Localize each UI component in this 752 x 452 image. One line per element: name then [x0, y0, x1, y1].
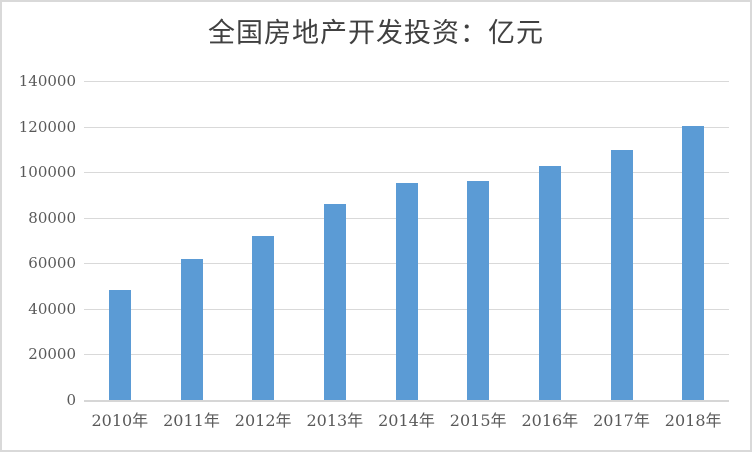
- x-axis-tick-label: 2012年: [234, 411, 292, 430]
- x-axis-tick-label: 2010年: [91, 411, 149, 430]
- y-axis-tick-label: 80000: [28, 208, 76, 227]
- x-axis-tick-label: 2018年: [664, 411, 722, 430]
- x-axis-tick-label: 2013年: [306, 411, 364, 430]
- bar-2015年: [467, 181, 490, 400]
- y-axis-tick-label: 0: [66, 391, 76, 409]
- y-axis-tick-label: 60000: [28, 254, 76, 273]
- bar-2013年: [323, 204, 346, 400]
- bar-2017年: [610, 149, 633, 400]
- plot-area: [84, 81, 729, 402]
- gridline: [84, 172, 729, 174]
- y-axis-tick-label: 120000: [18, 117, 76, 136]
- y-axis-tick-label: 100000: [18, 163, 76, 182]
- bar-2012年: [252, 236, 275, 400]
- x-axis-tick-label: 2015年: [449, 411, 507, 430]
- y-axis-tick-label: 20000: [28, 345, 76, 364]
- y-axis-tick-label: 140000: [18, 72, 76, 90]
- bar-2010年: [108, 290, 131, 400]
- x-axis-tick-label: 2017年: [593, 411, 650, 430]
- bar-2018年: [682, 125, 705, 400]
- bar-2014年: [395, 183, 418, 400]
- y-axis-tick-label: 40000: [28, 299, 76, 318]
- gridline: [84, 126, 729, 128]
- x-axis-tick-label: 2014年: [378, 411, 435, 430]
- gridline: [84, 81, 729, 82]
- x-axis-tick-label: 2016年: [521, 411, 579, 430]
- chart-title: 全国房地产开发投资：亿元: [208, 18, 544, 49]
- bar-2016年: [538, 166, 561, 400]
- bar-2011年: [180, 259, 203, 400]
- x-axis-tick-label: 2011年: [163, 411, 220, 430]
